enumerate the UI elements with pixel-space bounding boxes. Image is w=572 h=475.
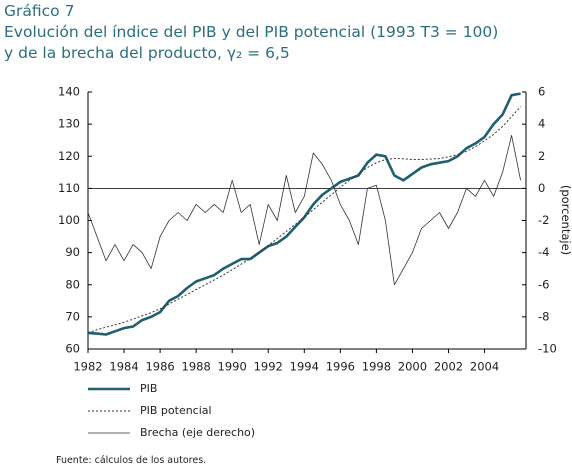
y2-tick-label: 6: [538, 85, 545, 99]
x-tick-label: 1986: [145, 360, 174, 374]
x-tick-label: 1994: [290, 360, 319, 374]
x-tick-label: 1988: [182, 360, 211, 374]
legend-label: Brecha (eje derecho): [140, 426, 255, 439]
chart-subtitle: y de la brecha del producto, γ₂ = 6,5: [4, 44, 290, 62]
y2-tick-label: 2: [538, 149, 545, 163]
y2-tick-label: -4: [538, 245, 549, 259]
series-line: [87, 92, 521, 336]
chart-title: Gráfico 7: [4, 2, 74, 20]
y2-tick-label: -2: [538, 213, 549, 227]
x-tick-label: 1990: [218, 360, 247, 374]
y-tick-label: 60: [65, 342, 80, 356]
y2-axis-label: (porcentaje): [559, 185, 572, 255]
y-tick-label: 80: [65, 277, 80, 291]
y-tick-label: 130: [58, 117, 80, 131]
x-tick-label: 1998: [362, 360, 391, 374]
series-line: [87, 106, 521, 334]
y2-tick-label: -6: [538, 277, 549, 291]
y-tick-label: 90: [65, 245, 80, 259]
x-tick-label: 2002: [434, 360, 463, 374]
x-tick-label: 1996: [326, 360, 355, 374]
series-line: [87, 135, 521, 286]
x-tick-label: 1992: [254, 360, 283, 374]
y-tick-label: 100: [58, 213, 80, 227]
y2-tick-label: -8: [538, 309, 549, 323]
y-tick-label: 110: [58, 181, 80, 195]
y2-tick-label: 4: [538, 117, 545, 131]
y2-tick-label: -10: [538, 342, 557, 356]
y-tick-label: 70: [65, 309, 80, 323]
x-tick-label: 2004: [470, 360, 499, 374]
chart-subtitle: Evolución del índice del PIB y del PIB p…: [4, 23, 498, 41]
source-note: Fuente: cálculos de los autores.: [56, 455, 206, 466]
x-tick-label: 2000: [398, 360, 427, 374]
y2-tick-label: 0: [538, 181, 545, 195]
legend-label: PIB potencial: [140, 404, 212, 417]
y-tick-label: 140: [58, 85, 80, 99]
x-tick-label: 1982: [73, 360, 102, 374]
x-tick-label: 1984: [109, 360, 138, 374]
y-tick-label: 120: [58, 149, 80, 163]
legend-label: PIB: [140, 382, 157, 395]
